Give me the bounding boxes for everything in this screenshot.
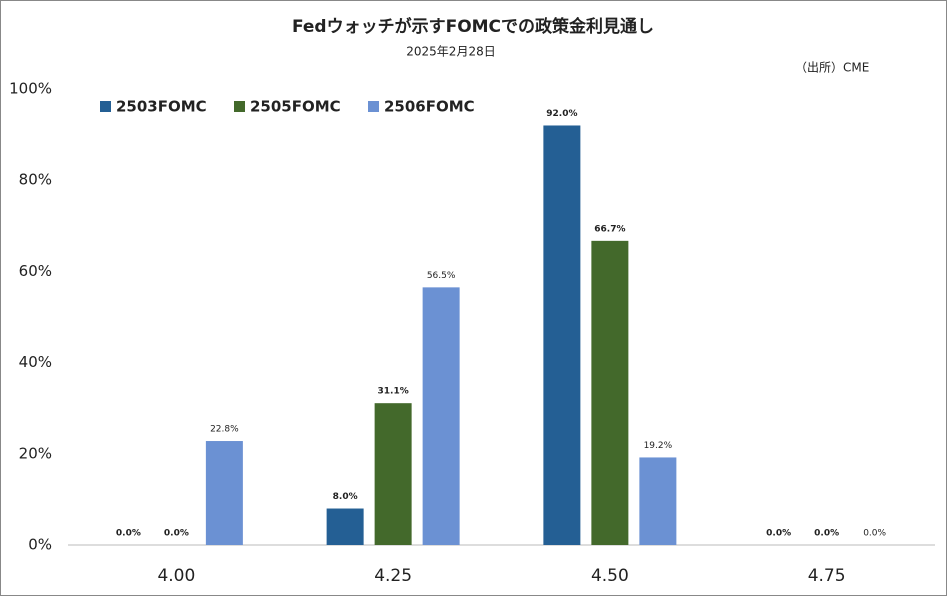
- value-label: 0.0%: [766, 529, 791, 539]
- x-tick-label: 4.50: [591, 566, 629, 586]
- value-label: 92.0%: [546, 109, 577, 119]
- value-label: 0.0%: [814, 529, 839, 539]
- y-tick-label: 0%: [28, 536, 52, 554]
- value-label: 31.1%: [378, 387, 409, 397]
- value-label: 0.0%: [863, 529, 886, 539]
- bar: [591, 240, 629, 545]
- chart-title: Fedウォッチが示すFOMCでの政策金利見通し: [292, 16, 654, 37]
- value-label: 0.0%: [116, 529, 141, 539]
- y-tick-label: 100%: [9, 80, 52, 98]
- bar: [543, 125, 581, 545]
- x-tick-label: 4.00: [157, 566, 195, 586]
- x-tick-label: 4.75: [808, 566, 846, 586]
- legend-swatch: [234, 101, 245, 112]
- chart-subtitle: 2025年2月28日: [406, 45, 495, 59]
- value-label: 66.7%: [594, 224, 625, 234]
- legend-label: 2503FOMC: [116, 98, 207, 116]
- y-tick-label: 60%: [19, 262, 52, 280]
- bar: [374, 403, 412, 545]
- legend-swatch: [368, 101, 379, 112]
- value-label: 56.5%: [427, 271, 456, 281]
- legend-swatch: [100, 101, 111, 112]
- value-label: 22.8%: [210, 425, 239, 435]
- x-tick-label: 4.25: [374, 566, 412, 586]
- legend-label: 2506FOMC: [384, 98, 475, 116]
- bar: [205, 441, 243, 545]
- value-label: 0.0%: [164, 529, 189, 539]
- y-tick-label: 80%: [19, 171, 52, 189]
- legend-label: 2505FOMC: [250, 98, 341, 116]
- bar: [422, 287, 460, 545]
- bar: [639, 457, 677, 545]
- y-tick-label: 40%: [19, 353, 52, 371]
- y-tick-label: 20%: [19, 444, 52, 462]
- bar: [326, 508, 364, 545]
- value-label: 8.0%: [333, 492, 358, 502]
- source-note: （出所）CME: [795, 61, 869, 75]
- value-label: 19.2%: [644, 441, 673, 451]
